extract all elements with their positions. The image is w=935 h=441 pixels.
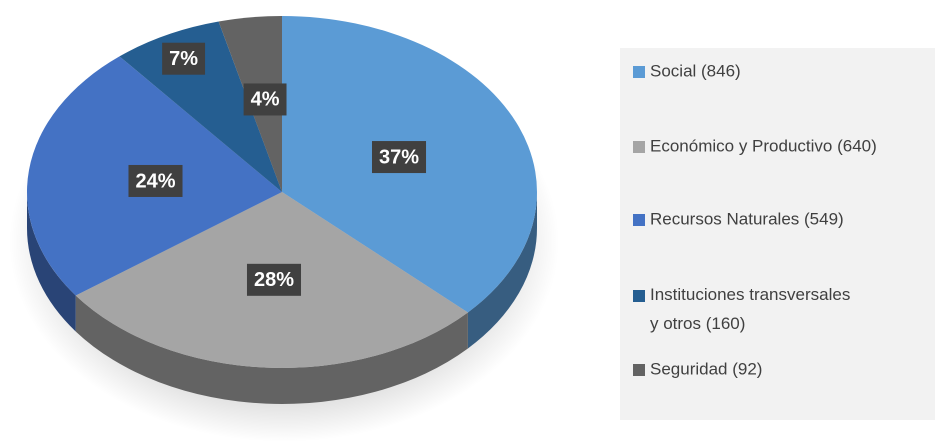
legend-swatch: [633, 141, 645, 153]
data-label: 28%: [254, 269, 294, 291]
legend-label: Social (846): [650, 61, 741, 80]
slice-side: [467, 192, 537, 349]
legend-label: Recursos Naturales (549): [650, 209, 844, 228]
legend-label: Seguridad (92): [650, 359, 762, 378]
legend-box: [620, 48, 935, 420]
label-box: [246, 263, 302, 296]
legend-swatch: [633, 290, 645, 302]
data-label: 7%: [169, 48, 198, 70]
slice: [119, 21, 283, 193]
label-box: [162, 42, 206, 75]
legend-label: Instituciones transversales y otros (160): [650, 285, 850, 333]
label-box: [243, 83, 287, 116]
legend-swatch: [633, 214, 645, 226]
data-label: 24%: [135, 170, 175, 192]
data-label: 4%: [251, 89, 280, 111]
slice-side: [75, 295, 468, 404]
legend-swatch: [633, 364, 645, 376]
data-label: 37%: [379, 146, 419, 168]
legend-swatch: [633, 66, 645, 78]
legend-label: Económico y Productivo (640): [650, 136, 877, 155]
label-box: [371, 141, 427, 174]
label-box: [128, 164, 183, 197]
slice-side: [27, 192, 76, 332]
